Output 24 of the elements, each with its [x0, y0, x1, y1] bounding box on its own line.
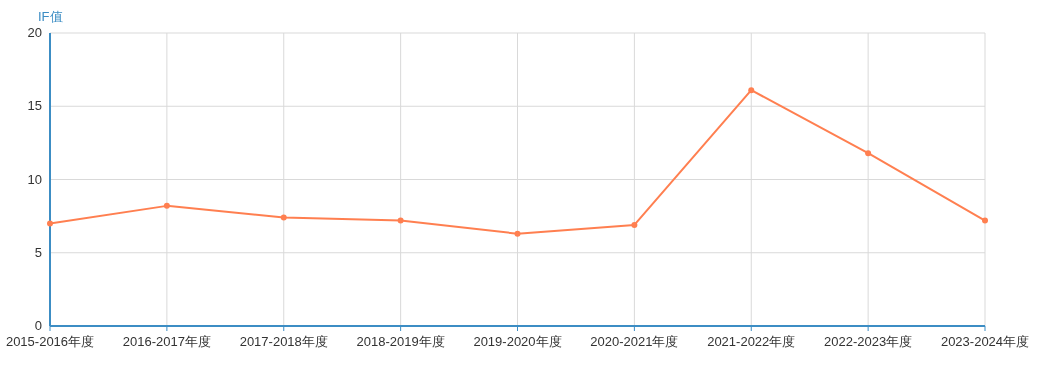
point — [982, 217, 988, 224]
point — [47, 220, 53, 227]
y-tick-label: 15 — [27, 98, 42, 114]
point — [163, 202, 170, 209]
x-tick-label: 2022-2023年度 — [824, 334, 913, 349]
x-tick-label: 2023-2024年度 — [940, 334, 1030, 349]
point — [280, 214, 287, 221]
x-tick-label: 2019-2020年度 — [473, 334, 562, 349]
x-tick-label: 2015-2016年度 — [5, 334, 95, 349]
x-tick-label: 2021-2022年度 — [707, 334, 796, 349]
y-tick-label: 5 — [34, 244, 42, 260]
y-tick-label: 0 — [34, 318, 42, 333]
point — [865, 150, 872, 157]
y-tick-label: 20 — [27, 25, 42, 40]
x-tick-label: 2016-2017年度 — [122, 334, 211, 349]
x-tick-label: 2018-2019年度 — [356, 334, 445, 349]
point — [631, 221, 638, 228]
x-tick-label: 2017-2018年度 — [239, 334, 328, 349]
y-axis-title: IF值 — [38, 9, 63, 24]
point — [748, 87, 755, 94]
point — [514, 230, 521, 237]
x-tick-label: 2020-2021年度 — [590, 334, 679, 349]
point — [397, 217, 404, 224]
y-tick-label: 10 — [27, 171, 42, 187]
